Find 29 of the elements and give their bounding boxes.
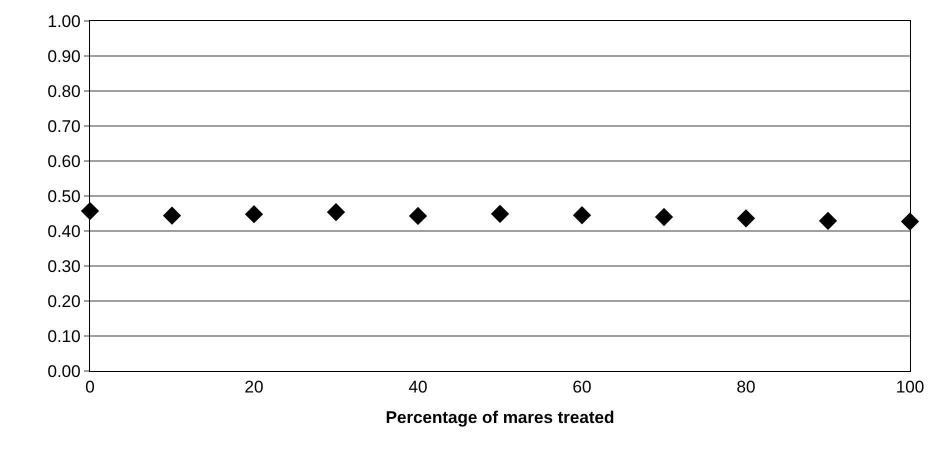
point — [572, 206, 592, 224]
x-tick-label: 100 — [896, 377, 924, 396]
y-tick-label: 0.40 — [48, 222, 81, 241]
y-tick-label: 0.80 — [48, 82, 81, 101]
y-tick-label: 0.50 — [48, 186, 81, 206]
point — [408, 206, 428, 226]
point — [244, 205, 264, 224]
point — [162, 206, 182, 225]
y-tick-label: 0.90 — [48, 46, 81, 66]
y-tick-label: 0.00 — [48, 362, 81, 381]
y-tick-label: 0.70 — [48, 116, 81, 136]
point — [736, 209, 756, 228]
x-tick-label: 80 — [736, 377, 756, 396]
y-tick-label: 0.60 — [48, 152, 81, 171]
y-tick-label: 1.00 — [48, 12, 81, 31]
x-tick-label: 20 — [244, 377, 264, 396]
point — [490, 204, 510, 223]
point — [654, 208, 674, 226]
y-tick-label: 0.30 — [48, 256, 81, 276]
point — [326, 203, 346, 222]
x-tick-label: 60 — [572, 377, 592, 396]
x-tick-label: 0 — [85, 377, 95, 396]
point — [80, 202, 100, 220]
x-axis-title: Percentage of mares treated — [386, 408, 614, 427]
point — [900, 212, 920, 231]
y-tick-label: 0.10 — [48, 326, 81, 346]
point — [818, 212, 838, 230]
x-tick-label: 40 — [408, 377, 428, 396]
y-tick-label: 0.20 — [48, 292, 81, 311]
